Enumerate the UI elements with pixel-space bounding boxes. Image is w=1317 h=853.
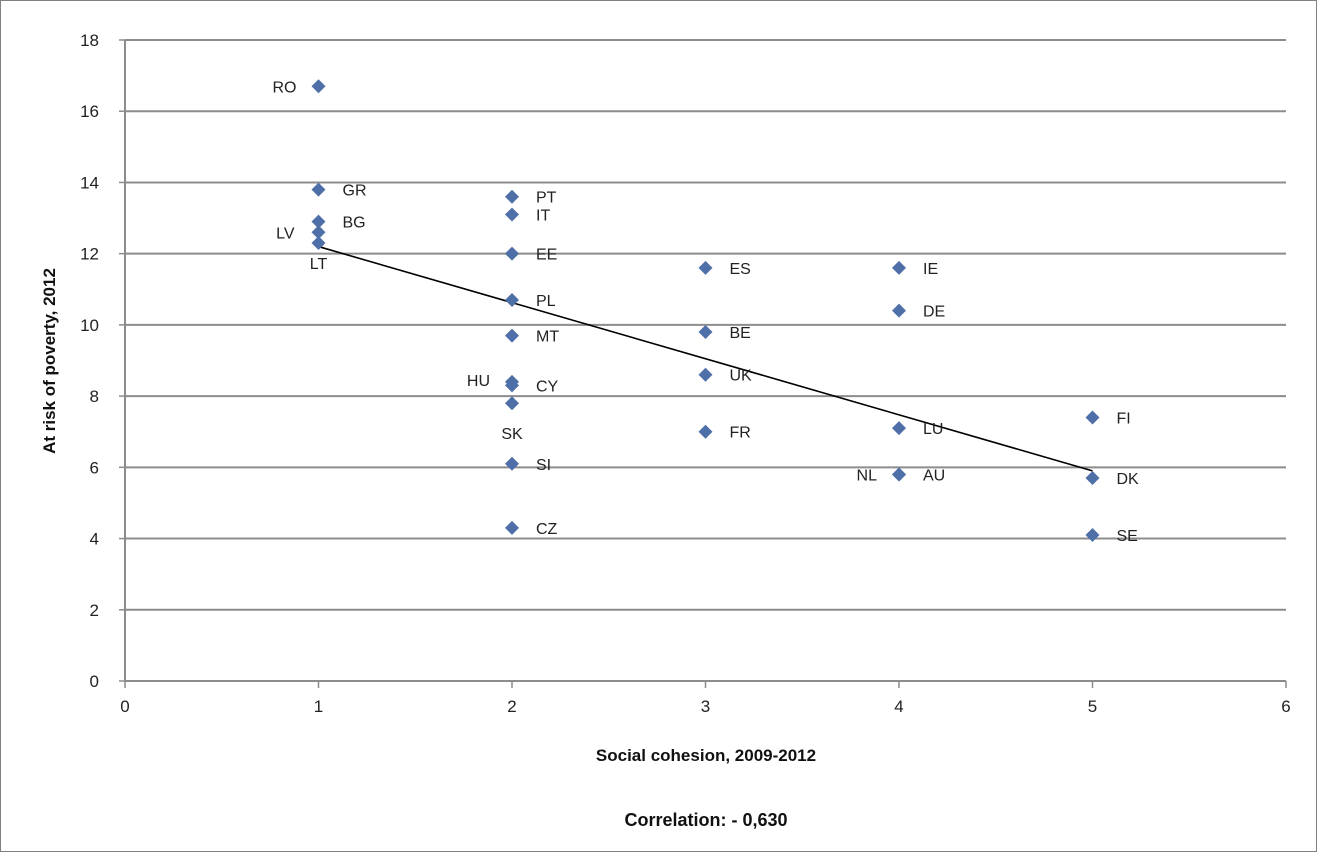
x-tick-label: 6 [1281, 697, 1290, 716]
point-pl [505, 292, 519, 307]
point-gr [311, 182, 326, 197]
point-fr [698, 424, 713, 439]
point-bg [311, 214, 326, 229]
point-si [505, 456, 519, 471]
point-uk [698, 367, 713, 382]
point-label-de: DE [923, 304, 945, 321]
point-label-bg: BG [343, 215, 366, 232]
point-label-es: ES [730, 261, 751, 278]
point-label-lv: LV [276, 225, 295, 242]
x-tick-label: 3 [701, 697, 710, 716]
point-dk [1085, 471, 1100, 486]
y-tick-label: 14 [80, 173, 99, 192]
point-label-pl: PL [536, 293, 556, 310]
point-label-cy: CY [536, 378, 559, 395]
y-tick-label: 4 [90, 530, 99, 549]
point-label-fr: FR [730, 425, 751, 442]
y-tick-label: 6 [90, 458, 99, 477]
point-sk [505, 396, 519, 411]
x-tick-label: 4 [894, 697, 903, 716]
point-label-cz: CZ [536, 521, 558, 538]
y-tick-label: 10 [80, 316, 99, 335]
y-tick-label: 16 [80, 102, 99, 121]
point-ee [505, 246, 519, 261]
grid-lines [125, 39, 1286, 611]
point-au [892, 467, 906, 482]
point-mt [505, 328, 519, 343]
point-se [1085, 527, 1100, 542]
trendline [318, 245, 1093, 472]
x-tick-label: 5 [1088, 697, 1097, 716]
data-points [311, 79, 1100, 542]
y-tick-label: 8 [90, 387, 99, 406]
y-tick-label: 2 [90, 601, 99, 620]
correlation-note: Correlation: - 0,630 [624, 810, 787, 830]
point-pt [505, 189, 519, 204]
point-ie [892, 260, 906, 275]
point-label-it: IT [536, 207, 550, 224]
x-tick-label: 0 [120, 697, 129, 716]
point-label-au: AU [923, 467, 945, 484]
point-label-ro: RO [273, 79, 297, 96]
point-label-uk: UK [730, 368, 753, 385]
point-label-sk: SK [501, 426, 523, 443]
point-label-gr: GR [343, 183, 367, 200]
point-be [698, 325, 713, 340]
y-axis-title: At risk of poverty, 2012 [40, 268, 59, 454]
point-label-si: SI [536, 457, 551, 474]
y-tick-label: 12 [80, 245, 99, 264]
point-lu [892, 421, 906, 436]
point-cz [505, 520, 519, 535]
point-label-lu: LU [923, 421, 943, 438]
point-fi [1085, 410, 1100, 425]
point-lt [311, 235, 326, 250]
x-tick-label: 2 [507, 697, 516, 716]
y-tick-label: 18 [80, 31, 99, 50]
y-tick-label: 0 [90, 672, 99, 691]
point-label-dk: DK [1117, 471, 1140, 488]
point-de [892, 303, 906, 318]
point-label-ee: EE [536, 247, 557, 264]
point-label-mt: MT [536, 329, 559, 346]
point-cy [505, 378, 519, 393]
point-label-se: SE [1117, 528, 1138, 545]
point-label-lt: LT [310, 256, 328, 273]
point-ro [311, 79, 326, 94]
trendline-group [318, 245, 1093, 472]
point-it [505, 207, 519, 222]
x-tick-label: 1 [314, 697, 323, 716]
point-label-hu: HU [467, 373, 490, 390]
point-label-be: BE [730, 325, 751, 342]
point-es [698, 260, 713, 275]
x-axis-title: Social cohesion, 2009-2012 [596, 746, 816, 765]
point-label-pt: PT [536, 190, 557, 207]
point-label-fi: FI [1117, 410, 1131, 427]
point-lv [311, 225, 326, 240]
point-label-nl: NL [857, 467, 878, 484]
point-label-ie: IE [923, 261, 938, 278]
